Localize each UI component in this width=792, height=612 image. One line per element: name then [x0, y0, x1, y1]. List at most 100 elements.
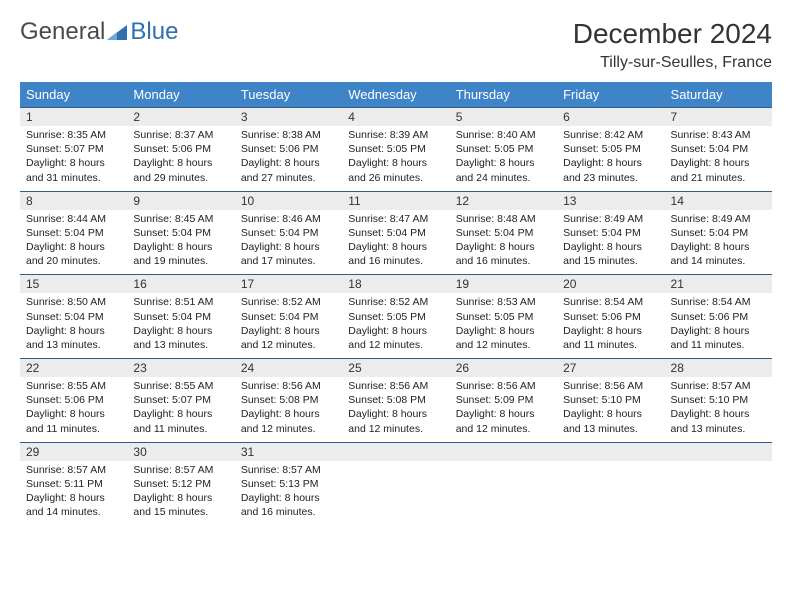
sunset-line: Sunset: 5:04 PM [241, 310, 336, 324]
daylight-line: Daylight: 8 hours and 15 minutes. [133, 491, 228, 519]
day-body-cell [450, 461, 557, 526]
sunset-line: Sunset: 5:06 PM [26, 393, 121, 407]
day-body-cell: Sunrise: 8:55 AMSunset: 5:06 PMDaylight:… [20, 377, 127, 442]
day-number-row: 293031 [20, 442, 772, 461]
day-body-cell: Sunrise: 8:53 AMSunset: 5:05 PMDaylight:… [450, 293, 557, 358]
day-body-row: Sunrise: 8:44 AMSunset: 5:04 PMDaylight:… [20, 210, 772, 275]
daylight-line: Daylight: 8 hours and 11 minutes. [26, 407, 121, 435]
sunset-line: Sunset: 5:08 PM [241, 393, 336, 407]
day-number-cell: 29 [20, 442, 127, 461]
sunset-line: Sunset: 5:05 PM [456, 310, 551, 324]
weekday-header: Sunday [20, 82, 127, 108]
day-body-cell: Sunrise: 8:52 AMSunset: 5:05 PMDaylight:… [342, 293, 449, 358]
sunset-line: Sunset: 5:04 PM [241, 226, 336, 240]
sunrise-line: Sunrise: 8:56 AM [456, 379, 551, 393]
sunrise-line: Sunrise: 8:54 AM [671, 295, 766, 309]
day-body-cell: Sunrise: 8:48 AMSunset: 5:04 PMDaylight:… [450, 210, 557, 275]
day-body-row: Sunrise: 8:57 AMSunset: 5:11 PMDaylight:… [20, 461, 772, 526]
day-number-row: 15161718192021 [20, 275, 772, 294]
day-number-cell: 17 [235, 275, 342, 294]
day-body-cell: Sunrise: 8:45 AMSunset: 5:04 PMDaylight:… [127, 210, 234, 275]
day-body-cell: Sunrise: 8:42 AMSunset: 5:05 PMDaylight:… [557, 126, 664, 191]
sunset-line: Sunset: 5:09 PM [456, 393, 551, 407]
sunset-line: Sunset: 5:05 PM [348, 142, 443, 156]
sunset-line: Sunset: 5:06 PM [671, 310, 766, 324]
day-number-cell: 9 [127, 191, 234, 210]
daylight-line: Daylight: 8 hours and 24 minutes. [456, 156, 551, 184]
sunrise-line: Sunrise: 8:54 AM [563, 295, 658, 309]
day-number-cell: 22 [20, 359, 127, 378]
day-body-cell: Sunrise: 8:57 AMSunset: 5:10 PMDaylight:… [665, 377, 772, 442]
sunrise-line: Sunrise: 8:39 AM [348, 128, 443, 142]
sunset-line: Sunset: 5:06 PM [133, 142, 228, 156]
daylight-line: Daylight: 8 hours and 21 minutes. [671, 156, 766, 184]
sunrise-line: Sunrise: 8:50 AM [26, 295, 121, 309]
day-number-cell: 20 [557, 275, 664, 294]
sunset-line: Sunset: 5:06 PM [241, 142, 336, 156]
daylight-line: Daylight: 8 hours and 26 minutes. [348, 156, 443, 184]
sunset-line: Sunset: 5:08 PM [348, 393, 443, 407]
sunset-line: Sunset: 5:04 PM [456, 226, 551, 240]
day-body-cell [342, 461, 449, 526]
day-body-cell: Sunrise: 8:40 AMSunset: 5:05 PMDaylight:… [450, 126, 557, 191]
day-number-cell: 31 [235, 442, 342, 461]
day-number-cell: 12 [450, 191, 557, 210]
day-body-cell: Sunrise: 8:39 AMSunset: 5:05 PMDaylight:… [342, 126, 449, 191]
sunset-line: Sunset: 5:05 PM [348, 310, 443, 324]
sunset-line: Sunset: 5:06 PM [563, 310, 658, 324]
daylight-line: Daylight: 8 hours and 14 minutes. [671, 240, 766, 268]
sunset-line: Sunset: 5:10 PM [563, 393, 658, 407]
logo-text1: General [20, 18, 105, 46]
daylight-line: Daylight: 8 hours and 12 minutes. [456, 407, 551, 435]
sunrise-line: Sunrise: 8:37 AM [133, 128, 228, 142]
day-number-row: 891011121314 [20, 191, 772, 210]
day-body-cell: Sunrise: 8:35 AMSunset: 5:07 PMDaylight:… [20, 126, 127, 191]
sunset-line: Sunset: 5:13 PM [241, 477, 336, 491]
calendar-table: Sunday Monday Tuesday Wednesday Thursday… [20, 82, 772, 525]
daylight-line: Daylight: 8 hours and 16 minutes. [348, 240, 443, 268]
sunrise-line: Sunrise: 8:48 AM [456, 212, 551, 226]
day-body-row: Sunrise: 8:35 AMSunset: 5:07 PMDaylight:… [20, 126, 772, 191]
weekday-header: Thursday [450, 82, 557, 108]
day-number-cell: 24 [235, 359, 342, 378]
day-body-cell: Sunrise: 8:37 AMSunset: 5:06 PMDaylight:… [127, 126, 234, 191]
sunrise-line: Sunrise: 8:52 AM [348, 295, 443, 309]
day-number-cell: 8 [20, 191, 127, 210]
logo-text2: Blue [130, 18, 178, 46]
weekday-header-row: Sunday Monday Tuesday Wednesday Thursday… [20, 82, 772, 108]
sunrise-line: Sunrise: 8:57 AM [671, 379, 766, 393]
sunrise-line: Sunrise: 8:43 AM [671, 128, 766, 142]
sunrise-line: Sunrise: 8:53 AM [456, 295, 551, 309]
sunrise-line: Sunrise: 8:42 AM [563, 128, 658, 142]
sunrise-line: Sunrise: 8:47 AM [348, 212, 443, 226]
day-body-cell: Sunrise: 8:44 AMSunset: 5:04 PMDaylight:… [20, 210, 127, 275]
sunrise-line: Sunrise: 8:57 AM [241, 463, 336, 477]
day-body-cell: Sunrise: 8:38 AMSunset: 5:06 PMDaylight:… [235, 126, 342, 191]
day-number-cell [557, 442, 664, 461]
sunset-line: Sunset: 5:07 PM [133, 393, 228, 407]
sunrise-line: Sunrise: 8:45 AM [133, 212, 228, 226]
daylight-line: Daylight: 8 hours and 11 minutes. [133, 407, 228, 435]
sunset-line: Sunset: 5:04 PM [671, 226, 766, 240]
day-body-cell: Sunrise: 8:47 AMSunset: 5:04 PMDaylight:… [342, 210, 449, 275]
day-number-cell: 6 [557, 108, 664, 127]
sunrise-line: Sunrise: 8:51 AM [133, 295, 228, 309]
day-body-cell: Sunrise: 8:51 AMSunset: 5:04 PMDaylight:… [127, 293, 234, 358]
sunrise-line: Sunrise: 8:56 AM [563, 379, 658, 393]
title-block: December 2024 Tilly-sur-Seulles, France [573, 18, 772, 72]
sunrise-line: Sunrise: 8:46 AM [241, 212, 336, 226]
day-number-cell: 1 [20, 108, 127, 127]
day-number-row: 1234567 [20, 108, 772, 127]
daylight-line: Daylight: 8 hours and 12 minutes. [456, 324, 551, 352]
sunrise-line: Sunrise: 8:40 AM [456, 128, 551, 142]
day-body-cell: Sunrise: 8:46 AMSunset: 5:04 PMDaylight:… [235, 210, 342, 275]
sunset-line: Sunset: 5:04 PM [133, 226, 228, 240]
day-body-cell: Sunrise: 8:56 AMSunset: 5:10 PMDaylight:… [557, 377, 664, 442]
sunset-line: Sunset: 5:10 PM [671, 393, 766, 407]
weekday-header: Tuesday [235, 82, 342, 108]
day-number-row: 22232425262728 [20, 359, 772, 378]
sunset-line: Sunset: 5:04 PM [671, 142, 766, 156]
sunrise-line: Sunrise: 8:49 AM [671, 212, 766, 226]
daylight-line: Daylight: 8 hours and 12 minutes. [348, 407, 443, 435]
sunset-line: Sunset: 5:04 PM [26, 310, 121, 324]
